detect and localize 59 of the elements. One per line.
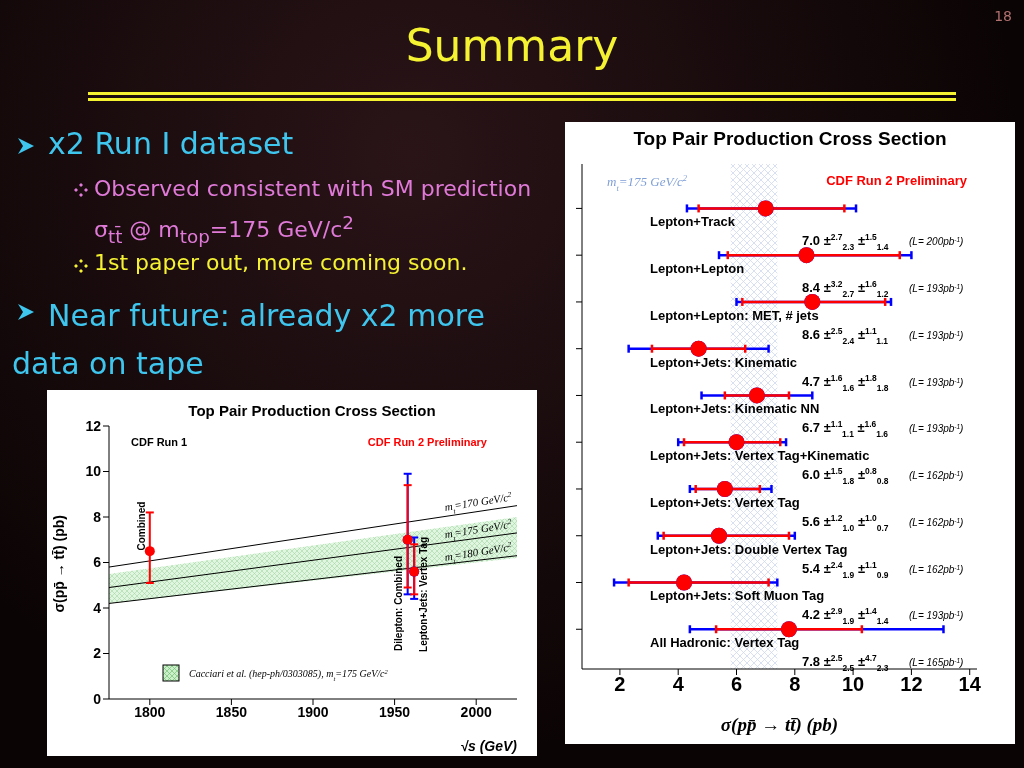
annotation: Cacciari et al. (hep-ph/0303085), m$_{t}$=175 GeV/c$^{2}$ [189,667,389,682]
x-tick-label: 2 [614,673,626,696]
y-tick-label: Lepton+Jets: Soft Muon Tag [650,588,825,604]
y-tick-label: 4 [93,599,102,616]
y-tick-label: Lepton+Jets: Kinematic NN [650,401,820,417]
y-tick-label: 2 [93,645,102,662]
y-tick-label: All Hadronic: Vertex Tag [650,635,800,651]
annotation: (L= 193pb$^{-1}$) [909,329,964,341]
y-tick-label: 6 [93,554,102,571]
text: m$_{t}$=180 GeV/c$^{2}$ [443,540,513,566]
x-tick-label: 1850 [215,703,248,720]
text: x2 Run I dataset [48,126,294,161]
annotation: m$_{t}$=175 GeV/c$^{2}$ [607,173,688,193]
y-tick-label: 10 [85,463,102,480]
annotation: (L= 193pb$^{-1}$) [909,282,964,295]
text: Summary [404,20,620,71]
annotation: Combined [135,501,147,551]
annotation: Dilepton: Combined [393,555,405,651]
annotation: (L= 162pb$^{-1}$) [909,516,964,528]
y-tick-label: Lepton+Jets: Vertex Tag+Kinematic [650,448,870,464]
chart-title: Top Pair Production Cross Section [632,127,948,151]
annotation: (L= 162pb$^{-1}$) [909,563,964,575]
annotation: (L= 193pb$^{-1}$) [909,610,964,622]
text: Near future: already x2 more data on tape [12,297,486,383]
annotation: (L= 165pb$^{-1}$) [909,656,964,669]
text: 18 [994,8,1012,24]
y-tick-label: Lepton+Jets: Double Vertex Tag [650,541,848,557]
x-tick-label: 1950 [379,703,411,720]
x-tick-label: 14 [958,673,982,696]
chart-title: Top Pair Production Cross Section [187,401,437,419]
annotation: (L= 193pb$^{-1}$) [909,376,964,388]
annotation: CDF Run 2 Preliminary [367,436,488,448]
x-tick-label: 12 [900,673,923,696]
annotation: (L= 200pb$^{-1}$) [909,235,964,248]
text: m$_{t}$=170 GeV/c$^{2}$ [443,490,513,516]
text: 1st paper out, more coming soon. [94,250,469,275]
y-tick-label: Lepton+Jets: Vertex Tag [650,494,800,510]
x-tick-label: 1800 [134,703,166,720]
x-tick-label: 10 [841,673,865,696]
x-tick-label: 1900 [297,703,329,720]
y-tick-label: 0 [93,690,102,707]
y-tick-label: 12 [85,417,102,434]
annotation: Lepton+Jets: Vertex Tag [417,536,429,652]
y-axis-title: σ(pp̄ → tt̄) (pb) [50,515,67,613]
annotation: (L= 193pb$^{-1}$) [909,422,964,435]
y-tick-label: Lepton+Track [650,214,736,230]
annotation: (L= 162pb$^{-1}$) [909,469,964,482]
y-tick-label: 8 [93,508,102,525]
y-tick-label: Lepton+Jets: Kinematic [650,354,798,370]
annotation: CDF Run 2 Preliminary [826,173,968,188]
x-tick-label: 4 [672,673,685,696]
x-axis-title: √s (GeV) [460,738,518,754]
y-tick-label: Lepton+Lepton: MET, # jets [650,307,819,323]
text: Observed consistent with SM prediction σ$_{tt̄}$ @ m$_{top}$=175 GeV/c$^{2}$ [94,176,532,247]
x-axis-title: σ(pp̄ → tt̄) (pb) [720,714,839,736]
x-tick-label: 2000 [460,703,492,720]
text: m$_{t}$=175 GeV/c$^{2}$ [443,517,513,543]
annotation: CDF Run 1 [131,436,188,448]
y-tick-label: Lepton+Lepton [650,261,745,277]
